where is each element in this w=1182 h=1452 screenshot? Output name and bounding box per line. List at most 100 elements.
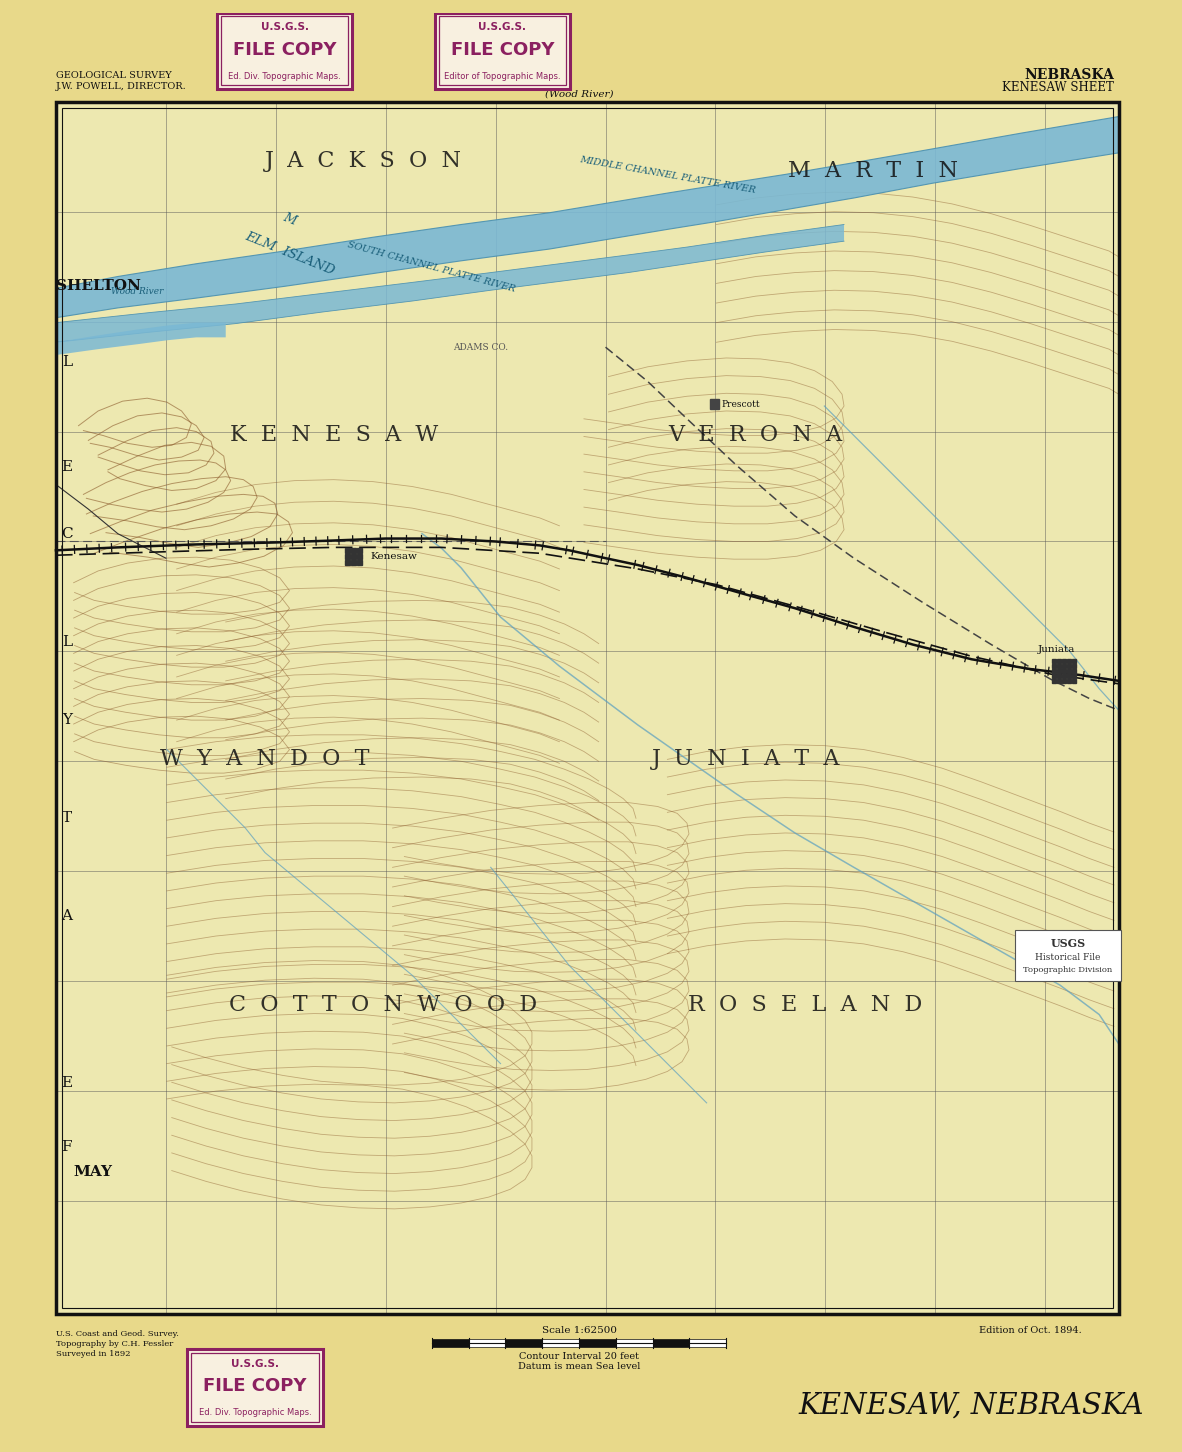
Text: E: E — [61, 1076, 72, 1090]
Bar — [1067, 659, 1071, 664]
Text: SHELTON: SHELTON — [56, 279, 141, 293]
Text: L: L — [61, 354, 72, 369]
Text: MAY: MAY — [73, 1165, 112, 1179]
Text: J  A  C  K  S  O  N: J A C K S O N — [265, 150, 462, 171]
Bar — [1072, 659, 1076, 664]
Text: E: E — [61, 460, 72, 473]
Bar — [1072, 669, 1076, 674]
Text: Ed. Div. Topographic Maps.: Ed. Div. Topographic Maps. — [228, 71, 340, 81]
Text: NEBRASKA: NEBRASKA — [1024, 68, 1113, 83]
Bar — [345, 555, 350, 559]
Text: L: L — [61, 635, 72, 649]
Text: K  E  N  E  S  A  W: K E N E S A W — [229, 424, 437, 447]
Bar — [1072, 680, 1076, 682]
Text: KENESAW SHEET: KENESAW SHEET — [1002, 81, 1113, 93]
Text: Contour Interval 20 feet: Contour Interval 20 feet — [519, 1352, 639, 1361]
Bar — [351, 560, 356, 565]
Bar — [1067, 664, 1071, 668]
Bar — [616, 1339, 652, 1347]
Text: J.W. POWELL, DIRECTOR.: J.W. POWELL, DIRECTOR. — [56, 81, 187, 90]
Bar — [351, 549, 356, 553]
Text: SOUTH CHANNEL PLATTE RIVER: SOUTH CHANNEL PLATTE RIVER — [348, 240, 517, 293]
Text: Ed. Div. Topographic Maps.: Ed. Div. Topographic Maps. — [199, 1408, 312, 1417]
Text: W  Y  A  N  D  O  T: W Y A N D O T — [161, 748, 370, 771]
Bar — [1067, 674, 1071, 678]
Text: Juniata: Juniata — [1038, 645, 1076, 653]
Text: A: A — [61, 909, 72, 923]
Bar — [652, 1339, 689, 1347]
Bar — [1052, 680, 1056, 682]
Text: FILE COPY: FILE COPY — [233, 41, 337, 58]
Text: T: T — [61, 812, 72, 825]
Text: U.S. Coast and Geod. Survey.: U.S. Coast and Geod. Survey. — [56, 1330, 178, 1337]
Text: U.S.G.S.: U.S.G.S. — [260, 22, 309, 32]
Text: J  U  N  I  A  T  A: J U N I A T A — [651, 748, 840, 771]
Text: USGS: USGS — [1051, 938, 1085, 950]
Bar — [1072, 674, 1076, 678]
Bar — [1052, 664, 1056, 668]
Text: ELM  ISLAND: ELM ISLAND — [242, 229, 336, 277]
Bar — [56, 102, 1119, 1314]
Text: C  O  T  T  O  N  W  O  O  D: C O T T O N W O O D — [228, 993, 537, 1016]
Text: C: C — [61, 527, 72, 540]
Bar — [1057, 680, 1061, 682]
Bar — [1067, 669, 1071, 674]
Text: KENESAW, NEBRASKA: KENESAW, NEBRASKA — [799, 1391, 1144, 1419]
Bar — [1015, 931, 1121, 982]
Bar — [1061, 659, 1066, 664]
Text: Wood River: Wood River — [111, 286, 163, 296]
Text: MIDDLE CHANNEL PLATTE RIVER: MIDDLE CHANNEL PLATTE RIVER — [578, 155, 756, 196]
Text: Editor of Topographic Maps.: Editor of Topographic Maps. — [444, 71, 560, 81]
FancyBboxPatch shape — [435, 13, 570, 89]
Bar — [1052, 674, 1056, 678]
Bar — [1052, 669, 1056, 674]
Bar — [1057, 669, 1061, 674]
Bar — [1072, 664, 1076, 668]
Bar — [1061, 664, 1066, 668]
FancyBboxPatch shape — [216, 13, 352, 89]
Bar — [1061, 674, 1066, 678]
Text: U.S.G.S.: U.S.G.S. — [479, 22, 526, 32]
Bar — [357, 560, 362, 565]
Bar — [56, 102, 1119, 1314]
Bar — [1067, 680, 1071, 682]
Text: Historical File: Historical File — [1035, 953, 1100, 963]
Text: Prescott: Prescott — [721, 399, 760, 408]
Text: GEOLOGICAL SURVEY: GEOLOGICAL SURVEY — [56, 71, 171, 80]
Text: R  O  S  E  L  A  N  D: R O S E L A N D — [688, 993, 922, 1016]
Bar — [1061, 680, 1066, 682]
Bar — [543, 1339, 579, 1347]
Text: ADAMS CO.: ADAMS CO. — [454, 343, 508, 351]
Text: (Wood River): (Wood River) — [545, 90, 613, 99]
Bar — [61, 107, 1113, 1308]
Text: Y: Y — [61, 713, 72, 727]
Bar — [1057, 664, 1061, 668]
Text: V  E  R  O  N  A: V E R O N A — [669, 424, 843, 447]
Text: Topographic Division: Topographic Division — [1024, 967, 1112, 974]
FancyBboxPatch shape — [188, 1349, 323, 1426]
Bar — [506, 1339, 543, 1347]
Bar — [345, 549, 350, 553]
Bar — [709, 399, 720, 409]
Bar — [579, 1339, 616, 1347]
Bar — [1061, 669, 1066, 674]
Bar — [431, 1339, 468, 1347]
Text: Edition of Oct. 1894.: Edition of Oct. 1894. — [979, 1326, 1082, 1334]
Text: Surveyed in 1892: Surveyed in 1892 — [56, 1350, 130, 1358]
Text: Scale 1:62500: Scale 1:62500 — [541, 1326, 617, 1334]
Bar — [1052, 659, 1056, 664]
Bar — [468, 1339, 506, 1347]
Text: F: F — [61, 1140, 72, 1154]
Text: FILE COPY: FILE COPY — [450, 41, 554, 58]
Text: M  A  R  T  I  N: M A R T I N — [788, 160, 959, 182]
Bar — [357, 555, 362, 559]
Bar — [1057, 674, 1061, 678]
Text: FILE COPY: FILE COPY — [203, 1378, 307, 1395]
Bar — [1057, 659, 1061, 664]
Text: Kenesaw: Kenesaw — [370, 552, 417, 560]
Polygon shape — [56, 116, 1119, 318]
Polygon shape — [56, 225, 844, 343]
Bar — [689, 1339, 726, 1347]
Text: U.S.G.S.: U.S.G.S. — [232, 1359, 279, 1369]
Bar — [351, 555, 356, 559]
